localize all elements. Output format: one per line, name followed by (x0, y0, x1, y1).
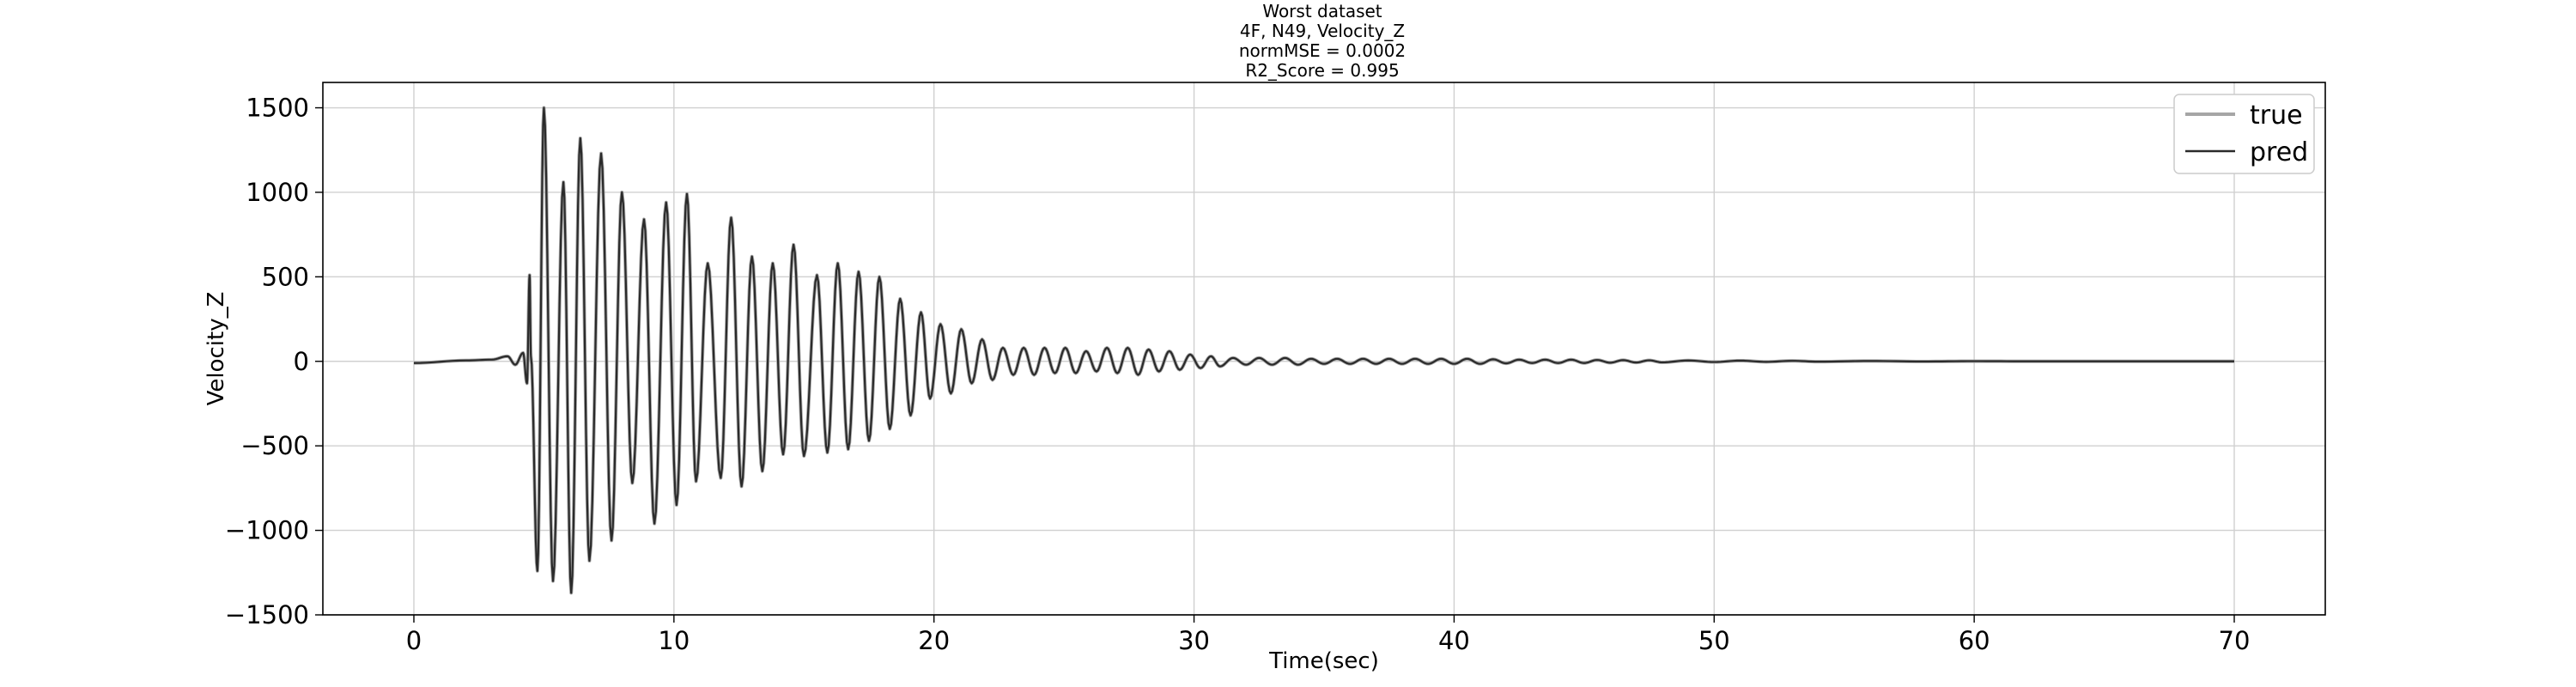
x-axis-label: Time(sec) (1268, 648, 1379, 674)
y-axis-ticks: −1500 −1000 −500 0 500 1000 1500 (225, 94, 323, 629)
x-tick-label: 40 (1438, 626, 1470, 655)
chart-title: Worst dataset 4F, N49, Velocity_Z normMS… (1239, 1, 1406, 81)
y-tick-label: 1000 (246, 178, 309, 207)
x-axis-ticks: 0 10 20 30 40 50 60 70 (406, 615, 2251, 655)
x-tick-label: 30 (1178, 626, 1210, 655)
y-tick-label: −1500 (225, 600, 309, 629)
y-tick-label: 1500 (246, 94, 309, 123)
y-tick-label: 500 (262, 262, 309, 291)
x-tick-label: 0 (406, 626, 422, 655)
y-tick-label: −500 (240, 431, 309, 460)
legend: true pred (2173, 94, 2315, 174)
x-tick-label: 50 (1698, 626, 1730, 655)
series-line-pred (413, 106, 2234, 594)
title-line-3: normMSE = 0.0002 (1239, 40, 1406, 61)
axes-frame (322, 82, 2326, 616)
title-line-1: Worst dataset (1262, 1, 1382, 21)
y-tick-label: 0 (294, 347, 309, 376)
title-line-4: R2_Score = 0.995 (1245, 60, 1399, 81)
title-line-2: 4F, N49, Velocity_Z (1240, 21, 1405, 41)
x-tick-label: 70 (2219, 626, 2251, 655)
x-tick-label: 10 (658, 626, 690, 655)
x-tick-label: 60 (1959, 626, 1990, 655)
legend-label-pred: pred (2250, 137, 2308, 167)
y-axis-label: Velocity_Z (204, 292, 229, 406)
series-lines (413, 106, 2234, 595)
legend-label-true: true (2250, 100, 2303, 131)
y-tick-label: −1000 (225, 516, 309, 545)
x-tick-label: 20 (918, 626, 950, 655)
